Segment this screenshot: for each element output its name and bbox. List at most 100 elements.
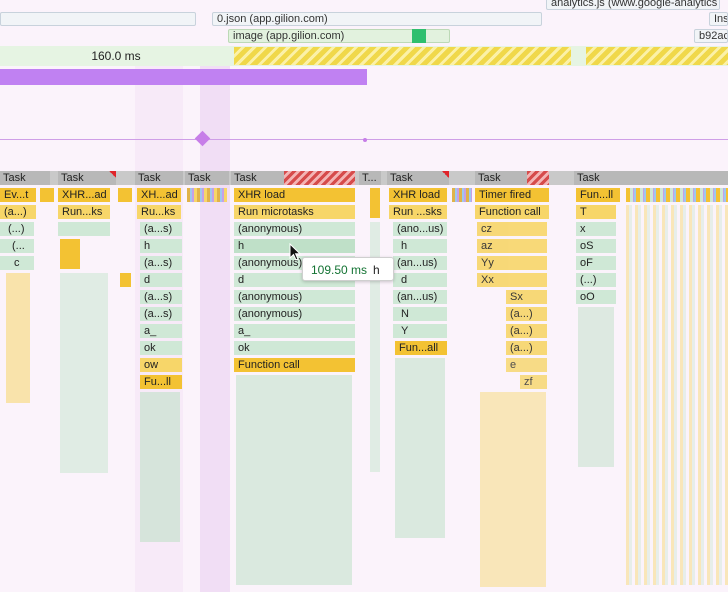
flame-event[interactable]: (a...) [0,205,36,219]
flame-event[interactable]: Timer fired [475,188,549,202]
network-request-json[interactable]: 0.json (app.gilion.com) [212,12,542,26]
flame-event[interactable]: XHR load [389,188,447,202]
network-request-right-2[interactable]: b92ac [694,29,728,43]
flame-event[interactable] [120,273,131,287]
mouse-cursor-icon [289,243,302,261]
flame-event[interactable]: XH...ad [137,188,181,202]
interaction-bar[interactable] [0,69,367,85]
flame-event[interactable]: Ru...ks [137,205,181,219]
flame-event[interactable] [40,188,54,202]
network-request-right-1[interactable]: Ins [709,12,728,26]
network-request-left[interactable] [0,12,196,26]
flame-event[interactable]: (...) [576,273,616,287]
flame-event[interactable]: d [393,273,447,287]
flame-stripes [452,188,472,202]
flame-event[interactable]: T [576,205,616,219]
flame-event[interactable]: (a...s) [140,256,182,270]
flame-event[interactable] [60,239,80,269]
flame-event[interactable]: a_ [140,324,182,338]
flame-stack-column [140,392,180,542]
long-task-overrun [284,171,355,185]
task[interactable]: Task [574,171,728,185]
flame-event[interactable]: Fun...all [395,341,447,355]
flame-event[interactable]: Run ...sks [389,205,447,219]
flame-event[interactable]: oS [576,239,616,253]
task[interactable]: Task [135,171,183,185]
flame-event[interactable]: (a...s) [140,307,182,321]
flame-stack-column [60,273,108,473]
flame-event[interactable]: h [234,239,355,253]
flame-event[interactable]: Yy [477,256,547,270]
timing-marker-dot-icon[interactable] [363,138,367,142]
flame-event[interactable]: (a...s) [140,222,182,236]
flame-event[interactable]: a_ [234,324,355,338]
flame-event[interactable]: Xx [477,273,547,287]
flame-event[interactable]: oO [576,290,616,304]
flame-event[interactable]: (anonymous) [234,222,355,236]
tooltip-duration: 109.50 ms [311,263,368,277]
flame-stripes [626,188,728,202]
flame-event[interactable]: d [140,273,182,287]
flame-event[interactable]: Run...ks [58,205,110,219]
tooltip-function-name: h [373,263,380,277]
flame-event[interactable]: ow [140,358,182,372]
flame-event[interactable]: Function call [234,358,355,372]
flame-event[interactable]: ok [234,341,355,355]
flame-stripes [626,205,728,585]
flame-event[interactable]: Function call [475,205,549,219]
flame-event[interactable]: N [393,307,447,321]
flame-event[interactable]: oF [576,256,616,270]
task[interactable]: Task [185,171,229,185]
flame-stack-column [370,222,380,472]
task[interactable]: Task [58,171,116,185]
flame-event[interactable]: az [477,239,547,253]
selection-highlight-band [200,66,230,592]
flame-event[interactable]: cz [477,222,547,236]
flame-event[interactable]: (anonymous) [234,307,355,321]
flame-event[interactable]: (a...) [506,324,547,338]
flame-event[interactable]: (a...) [506,307,547,321]
flame-event[interactable]: XHR...ad [58,188,110,202]
flame-event[interactable]: Run microtasks [234,205,355,219]
flame-event[interactable] [118,188,132,202]
flame-event[interactable]: (... [0,239,34,253]
flame-event[interactable]: ok [140,341,182,355]
flame-event[interactable]: h [140,239,182,253]
network-request-image[interactable]: image (app.gilion.com) [228,29,450,43]
flame-event[interactable]: e [506,358,547,372]
flame-event[interactable]: Fun...ll [576,188,620,202]
flame-event[interactable]: (anonymous) [234,290,355,304]
flame-event-tooltip: 109.50 ms h [302,257,394,281]
flame-event[interactable]: (a...s) [140,290,182,304]
flame-event[interactable]: (...) [0,222,34,236]
flame-event[interactable]: XHR load [234,188,355,202]
flame-stack-column [395,358,445,538]
flame-event[interactable]: Sx [506,290,547,304]
flame-stack-column [578,307,614,467]
flame-event[interactable]: (a...) [506,341,547,355]
network-request-analytics[interactable]: analytics.js (www.google-analytics [546,0,720,10]
flame-event[interactable]: h [393,239,447,253]
flame-event[interactable]: (ano...us) [393,222,447,236]
flame-event[interactable]: (an...us) [393,290,447,304]
flame-event[interactable]: Ev...t [0,188,36,202]
flame-event[interactable] [58,222,110,236]
task[interactable]: Task [0,171,50,185]
flame-stripes [187,188,227,202]
flame-event[interactable]: Y [393,324,447,338]
frames-dropped-right[interactable] [586,47,728,65]
flame-stack-column [480,392,546,587]
long-task-overrun [527,171,549,185]
frames-dropped-left[interactable] [234,47,571,65]
task[interactable]: T... [359,171,381,185]
flame-stack-column [236,375,352,585]
flame-event[interactable]: x [576,222,616,236]
task[interactable]: Task [387,171,449,185]
flame-event[interactable]: Fu...ll [140,375,182,389]
flame-event[interactable] [370,188,380,218]
flame-stack-column [6,273,30,403]
flame-event[interactable]: c [0,256,34,270]
frame-duration-label[interactable]: 160.0 ms [91,49,141,63]
flame-event[interactable]: (an...us) [393,256,447,270]
flame-event[interactable]: zf [520,375,547,389]
